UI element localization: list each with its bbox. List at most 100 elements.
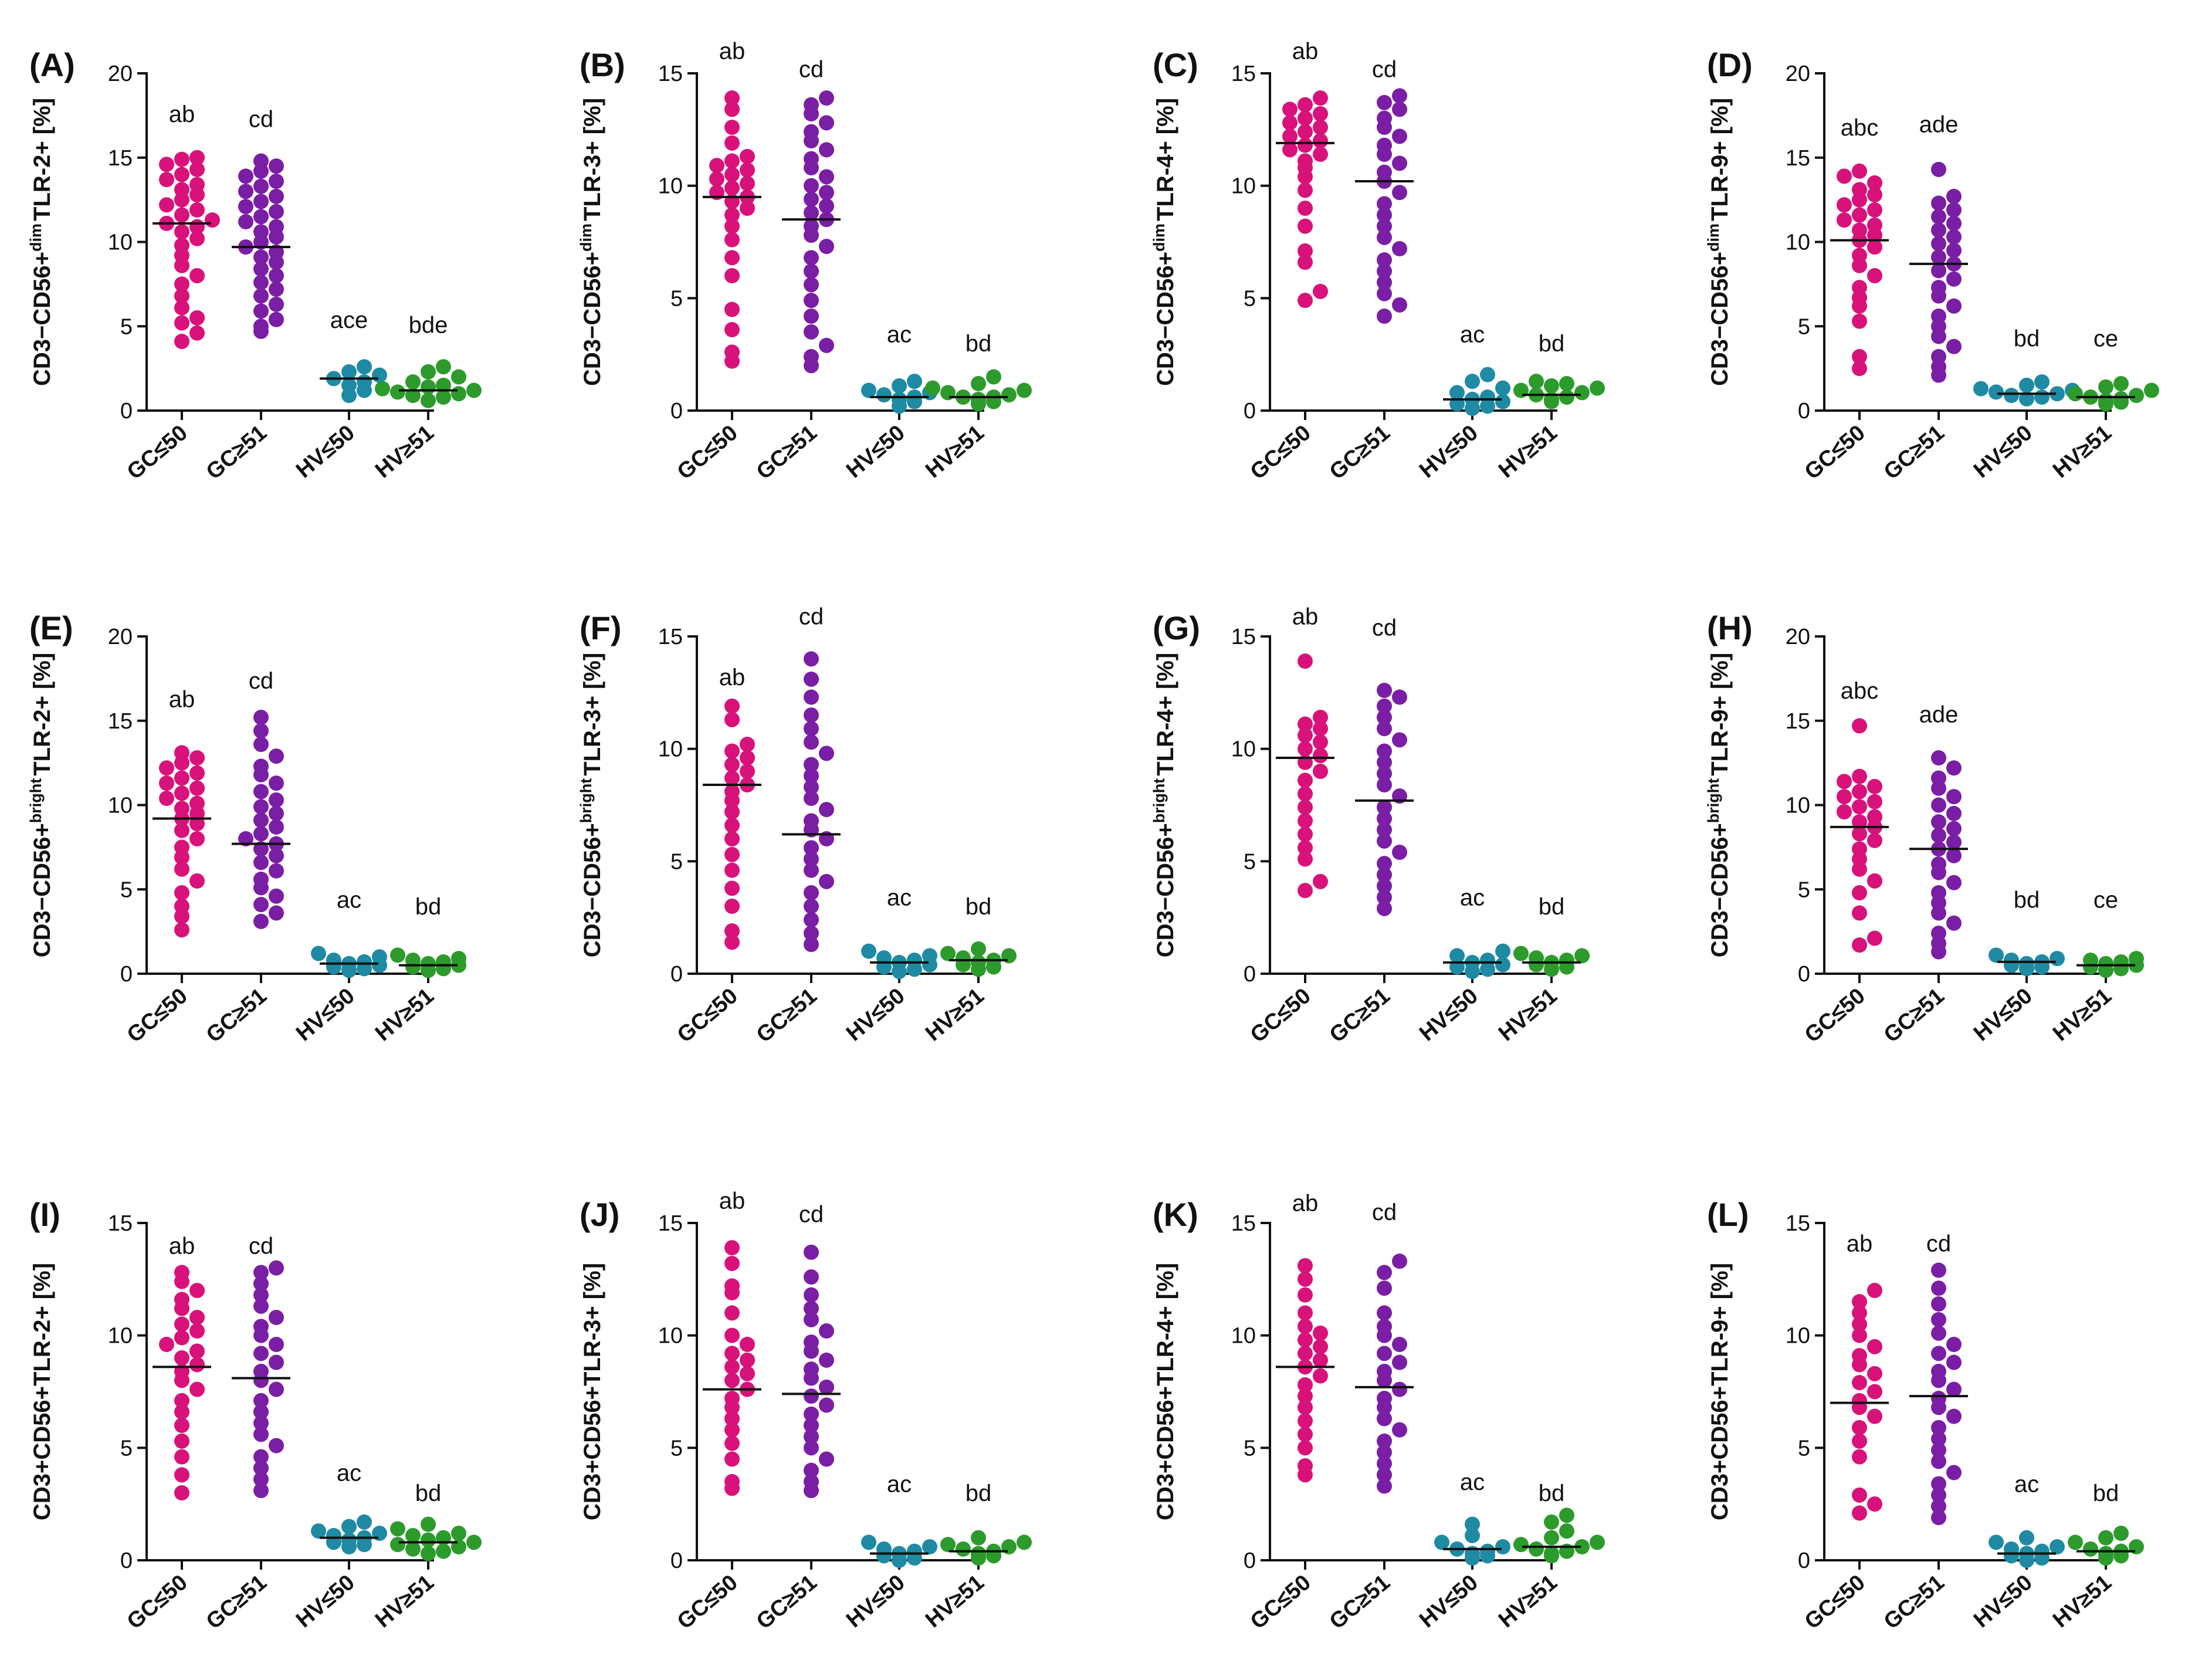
data-point [253,841,269,857]
data-point [922,948,937,964]
data-point [1931,349,1946,364]
data-point [1867,1339,1882,1354]
data-point [341,364,357,380]
data-point [421,379,436,395]
y-tick-label: 5 [1798,878,1810,902]
significance-letters: bd [966,1480,992,1506]
significance-letters: ade [1919,111,1959,137]
data-point [1377,1319,1392,1334]
data-point [1377,309,1392,324]
data-point [1377,137,1392,153]
data-point [1313,1325,1328,1341]
data-point [269,296,284,312]
data-point [1377,263,1392,279]
data-point [724,268,740,283]
y-axis-label: CD3−CD56+dim TLR-3+ [%] [577,98,605,386]
data-point [1852,248,1867,263]
data-point [1495,394,1510,409]
data-point [1377,856,1392,872]
data-point [1852,1393,1867,1408]
data-point [1544,1530,1559,1546]
data-point [724,1359,740,1375]
y-tick-label: 0 [1244,962,1256,987]
data-point [804,926,819,941]
y-label-suffix: TLR-2+ [%] [29,653,55,776]
data-point [1377,765,1392,781]
data-point [1946,834,1962,850]
data-point [421,364,436,380]
data-point [1946,215,1962,231]
data-point [1298,201,1313,216]
data-point [1867,175,1882,191]
y-tick-label: 20 [108,625,133,649]
data-point [174,300,189,316]
data-point [1282,115,1298,131]
data-point [269,1337,284,1352]
data-point [189,310,205,326]
data-point [724,1373,740,1388]
data-point [436,377,451,393]
data-point [1931,1312,1946,1327]
data-point [189,177,205,192]
data-point [253,737,269,752]
y-tick-label: 0 [1798,1549,1810,1573]
data-point [892,378,907,394]
data-point [1852,1305,1867,1321]
significance-letters: ace [330,307,368,333]
data-point [174,315,189,331]
y-tick-label: 20 [1786,62,1810,86]
x-tick-label: GC≥51 [752,1570,822,1634]
data-point [1392,732,1407,748]
data-point [1867,187,1882,202]
significance-letters: cd [1372,1200,1397,1225]
data-point [174,839,189,855]
data-point [1377,164,1392,180]
data-point [1931,1280,1946,1296]
data-point [1282,142,1298,158]
data-point [804,862,819,878]
data-point [1852,207,1867,223]
data-point [1298,137,1313,153]
significance-letters: cd [799,56,824,82]
data-point [819,1451,834,1467]
data-point [1377,229,1392,245]
data-point [1946,1354,1962,1370]
x-tick-label: HV≤50 [1969,984,2037,1046]
data-point [1282,128,1298,144]
data-point [253,303,269,319]
data-point [724,232,740,248]
data-point [1931,249,1946,265]
data-point [956,950,971,966]
data-point [819,142,834,158]
data-point [451,951,466,967]
data-point [1298,1258,1313,1273]
data-point [174,745,189,761]
y-axis-label: CD3+CD56+TLR-3+ [%] [580,1263,605,1520]
data-point [971,376,986,391]
data-point [1852,1375,1867,1391]
y-tick-label: 15 [658,625,683,649]
x-tick-label: GC≤50 [123,1570,192,1634]
data-point [1392,88,1407,104]
y-axis-label: CD3+CD56+TLR-9+ [%] [1707,1263,1733,1520]
data-point [1377,1391,1392,1406]
significance-letters: cd [799,1202,824,1228]
panel-label: (J) [580,1196,619,1233]
data-point [189,161,205,177]
y-tick-label: 10 [1231,1324,1256,1349]
data-point [740,1366,755,1381]
y-tick-label: 0 [1244,1549,1256,1573]
data-point [1559,376,1574,391]
data-point [174,885,189,900]
significance-letters: ab [1292,39,1319,65]
data-point [1946,848,1962,863]
data-point [1946,915,1962,931]
x-tick-label: HV≥51 [921,984,989,1046]
x-tick-label: GC≤50 [673,1570,743,1634]
data-point [436,389,451,405]
data-point [876,387,892,403]
data-point [1298,110,1313,126]
data-point [1867,268,1882,283]
x-tick-label: GC≤50 [1246,421,1316,485]
data-point [1298,1271,1313,1287]
